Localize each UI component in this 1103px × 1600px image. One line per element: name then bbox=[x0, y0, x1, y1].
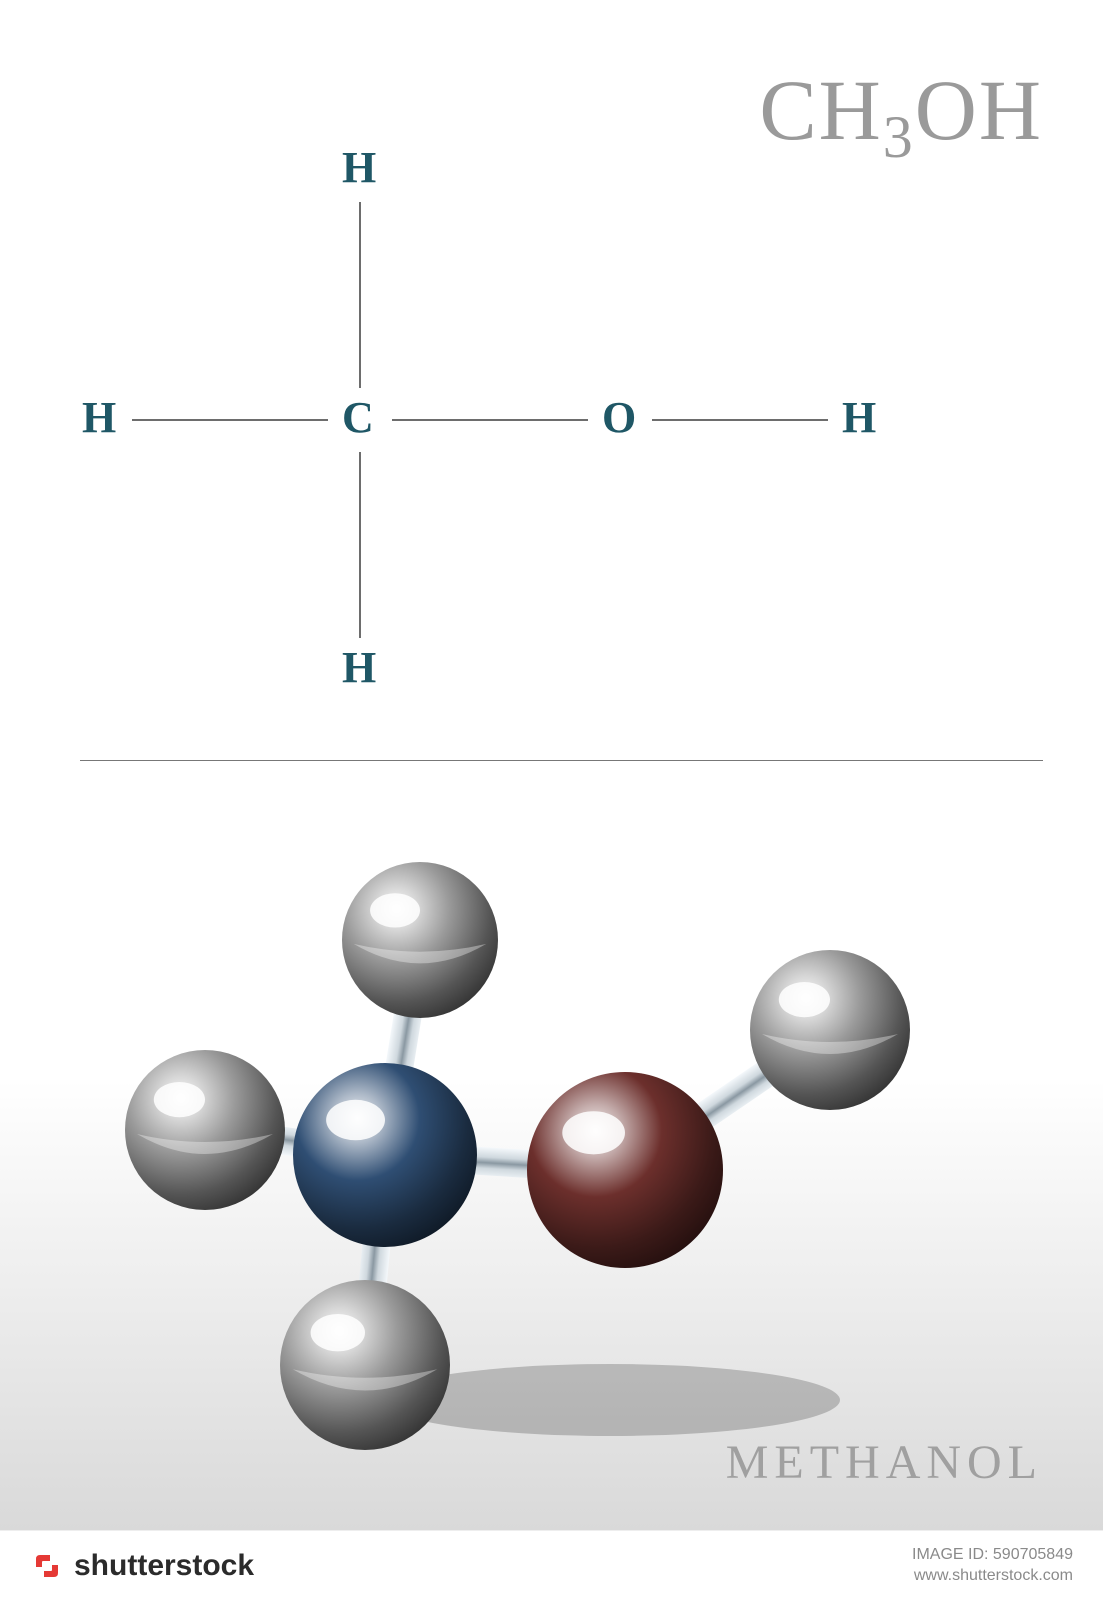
atom-sphere-o bbox=[527, 1072, 723, 1268]
specular-highlight bbox=[311, 1314, 365, 1351]
molecule-3d-model bbox=[90, 820, 990, 1460]
molecule-3d-svg bbox=[90, 820, 990, 1460]
image-id-label: IMAGE ID: bbox=[912, 1546, 988, 1563]
atom-sphere-h4 bbox=[750, 950, 910, 1110]
footer-meta: IMAGE ID: 590705849 www.shutterstock.com bbox=[912, 1545, 1073, 1587]
image-id: 590705849 bbox=[993, 1546, 1073, 1563]
footer-logo: shutterstock bbox=[30, 1549, 254, 1583]
atom-sphere-c bbox=[293, 1063, 477, 1247]
atom-sphere-h1 bbox=[342, 862, 498, 1018]
footer-bar: shutterstock IMAGE ID: 590705849 www.shu… bbox=[0, 1530, 1103, 1600]
footer-site: www.shutterstock.com bbox=[912, 1566, 1073, 1587]
specular-highlight bbox=[326, 1100, 385, 1140]
atom-sphere-h2 bbox=[125, 1050, 285, 1210]
formula-title: CH3OH bbox=[759, 60, 1043, 160]
atom-h-bot: H bbox=[342, 642, 376, 693]
atom-h-left: H bbox=[82, 392, 116, 443]
atom-h-top: H bbox=[342, 142, 376, 193]
atom-h-right: H bbox=[842, 392, 876, 443]
structural-bonds bbox=[60, 170, 880, 690]
specular-highlight bbox=[370, 893, 420, 927]
compound-name: METHANOL bbox=[726, 1435, 1043, 1490]
logo-icon bbox=[30, 1549, 64, 1583]
specular-highlight bbox=[154, 1082, 205, 1117]
formula-sub: 3 bbox=[883, 104, 915, 170]
specular-highlight bbox=[562, 1111, 625, 1154]
atom-c: C bbox=[342, 392, 374, 443]
formula-post: OH bbox=[915, 62, 1043, 158]
atom-o: O bbox=[602, 392, 636, 443]
formula-pre: CH bbox=[759, 62, 882, 158]
atom-sphere-h3 bbox=[280, 1280, 450, 1450]
section-divider bbox=[80, 760, 1043, 761]
specular-highlight bbox=[779, 982, 830, 1017]
structural-diagram: HHCOHH bbox=[60, 170, 880, 690]
canvas: CH3OH HHCOHH METHANOL shutterstock IMAGE… bbox=[0, 0, 1103, 1600]
footer-brand: shutterstock bbox=[74, 1549, 254, 1583]
